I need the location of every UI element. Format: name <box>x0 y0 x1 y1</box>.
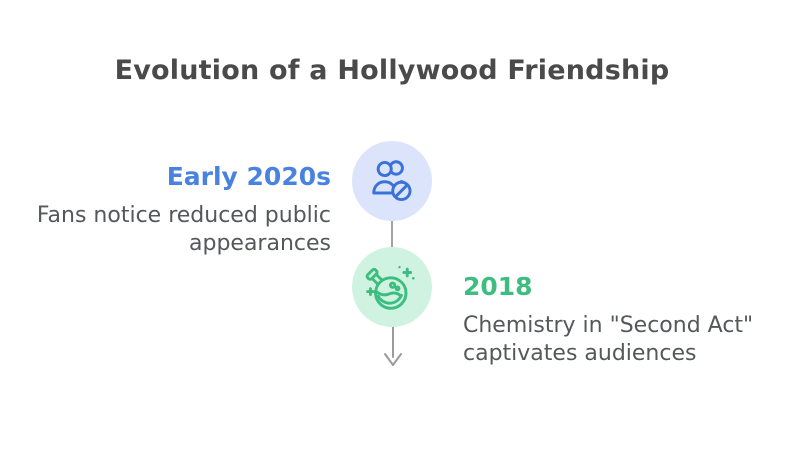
down-arrow-icon <box>384 326 402 366</box>
milestone-label: 2018 <box>463 272 533 301</box>
milestone-label: Early 2020s <box>166 162 331 191</box>
milestone-circle-early-2020s <box>352 141 432 221</box>
timeline-connector-line <box>391 212 393 252</box>
users-blocked-icon <box>372 160 412 202</box>
potion-flask-icon <box>365 265 415 310</box>
milestone-text-2018: 2018 Chemistry in "Second Act" captivate… <box>463 272 793 368</box>
page-title: Evolution of a Hollywood Friendship <box>114 55 670 86</box>
milestone-description: Fans notice reduced public appearances <box>36 203 331 256</box>
milestone-circle-2018 <box>352 247 432 327</box>
milestone-text-early-2020s: Early 2020s Fans notice reduced public a… <box>0 162 331 258</box>
milestone-description: Chemistry in "Second Act" captivates aud… <box>463 313 754 366</box>
